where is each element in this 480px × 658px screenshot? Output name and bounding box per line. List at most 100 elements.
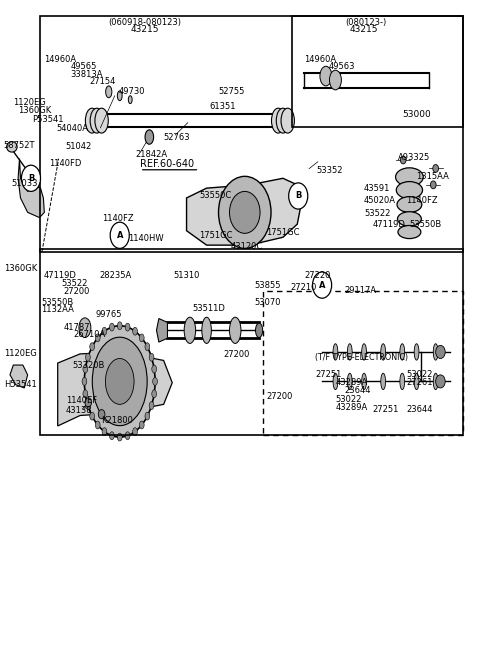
Text: 28235A: 28235A: [99, 272, 132, 280]
Ellipse shape: [128, 96, 132, 103]
Text: 1140FZ: 1140FZ: [102, 214, 133, 223]
Circle shape: [431, 181, 436, 189]
Text: 27200: 27200: [223, 350, 250, 359]
Ellipse shape: [117, 322, 122, 330]
Circle shape: [288, 183, 308, 209]
Text: 99765: 99765: [96, 310, 122, 319]
Ellipse shape: [79, 318, 91, 338]
Ellipse shape: [85, 353, 90, 361]
Ellipse shape: [90, 412, 95, 420]
Polygon shape: [58, 352, 172, 426]
Ellipse shape: [272, 108, 285, 133]
Text: 43289A: 43289A: [336, 403, 368, 412]
Text: 53070: 53070: [254, 297, 281, 307]
Ellipse shape: [96, 421, 100, 429]
Text: 58752T: 58752T: [4, 141, 35, 150]
Ellipse shape: [320, 66, 332, 86]
Text: 1140EF: 1140EF: [66, 396, 97, 405]
Text: 43120C: 43120C: [230, 242, 263, 251]
Text: (T/F TYPE-ELECTRONIC): (T/F TYPE-ELECTRONIC): [315, 353, 408, 363]
Ellipse shape: [381, 343, 385, 360]
Ellipse shape: [153, 378, 157, 386]
Text: 27251: 27251: [315, 370, 342, 380]
Ellipse shape: [255, 323, 263, 338]
Text: 47119D: 47119D: [372, 220, 406, 230]
Ellipse shape: [132, 327, 137, 335]
Text: 51042: 51042: [66, 142, 92, 151]
Text: 1751GC: 1751GC: [199, 231, 233, 240]
Text: 53522: 53522: [364, 209, 390, 218]
Circle shape: [218, 176, 271, 249]
Circle shape: [433, 164, 439, 172]
Ellipse shape: [414, 373, 419, 390]
Ellipse shape: [145, 412, 150, 420]
Text: 1315AA: 1315AA: [417, 172, 449, 181]
Text: 1132AA: 1132AA: [41, 305, 74, 315]
Ellipse shape: [96, 334, 100, 342]
Text: 49730: 49730: [118, 88, 145, 96]
Ellipse shape: [348, 343, 352, 360]
Ellipse shape: [149, 353, 154, 361]
Ellipse shape: [83, 390, 88, 397]
Bar: [263, 291, 463, 435]
Text: 27220: 27220: [304, 272, 331, 280]
Ellipse shape: [362, 343, 366, 360]
Ellipse shape: [398, 226, 421, 239]
Circle shape: [98, 409, 105, 418]
Ellipse shape: [396, 182, 422, 199]
Ellipse shape: [82, 378, 87, 386]
Ellipse shape: [90, 108, 104, 133]
Text: (080123-): (080123-): [345, 18, 386, 27]
Text: 21842A: 21842A: [135, 150, 167, 159]
Text: 51310: 51310: [173, 272, 200, 280]
Text: 41787: 41787: [63, 323, 90, 332]
Ellipse shape: [102, 428, 107, 436]
Text: H53541: H53541: [4, 380, 36, 388]
Text: 27251: 27251: [372, 405, 399, 414]
Circle shape: [436, 345, 445, 359]
Text: 49563: 49563: [328, 63, 355, 72]
Ellipse shape: [139, 334, 144, 342]
Ellipse shape: [84, 326, 155, 437]
Text: 26710A: 26710A: [73, 330, 105, 340]
Text: 53550B: 53550B: [41, 297, 73, 307]
Text: 53511D: 53511D: [192, 304, 225, 313]
Ellipse shape: [109, 432, 114, 440]
Text: 14960A: 14960A: [44, 55, 76, 64]
Text: 53022: 53022: [336, 395, 362, 403]
Text: 43591: 43591: [364, 184, 390, 193]
Ellipse shape: [139, 421, 144, 429]
Ellipse shape: [7, 141, 17, 152]
Ellipse shape: [433, 373, 438, 390]
Ellipse shape: [396, 168, 423, 186]
Ellipse shape: [400, 373, 405, 390]
Text: 33813A: 33813A: [71, 70, 103, 78]
Text: P53541: P53541: [33, 115, 64, 124]
Text: 1360GK: 1360GK: [4, 265, 37, 273]
Text: 47119D: 47119D: [43, 272, 76, 280]
Text: 1140HW: 1140HW: [128, 234, 164, 243]
Circle shape: [110, 222, 129, 249]
Circle shape: [229, 191, 260, 234]
Ellipse shape: [85, 401, 90, 409]
Circle shape: [436, 375, 445, 388]
Ellipse shape: [333, 373, 338, 390]
Text: 43138: 43138: [66, 406, 93, 415]
Circle shape: [400, 156, 406, 164]
Text: B: B: [28, 174, 34, 183]
Text: 53550C: 53550C: [199, 191, 232, 201]
Ellipse shape: [152, 390, 156, 397]
Text: 43215: 43215: [350, 25, 378, 34]
Ellipse shape: [202, 317, 211, 343]
Ellipse shape: [92, 337, 147, 426]
Text: 1120EG: 1120EG: [4, 349, 36, 359]
Text: 53000: 53000: [402, 110, 431, 118]
Circle shape: [22, 165, 40, 191]
Ellipse shape: [333, 343, 338, 360]
Text: 1140FZ: 1140FZ: [406, 196, 438, 205]
Ellipse shape: [400, 343, 405, 360]
Ellipse shape: [85, 108, 99, 133]
Text: A: A: [319, 280, 325, 290]
Text: 53522: 53522: [61, 279, 87, 288]
Text: B: B: [295, 191, 301, 201]
